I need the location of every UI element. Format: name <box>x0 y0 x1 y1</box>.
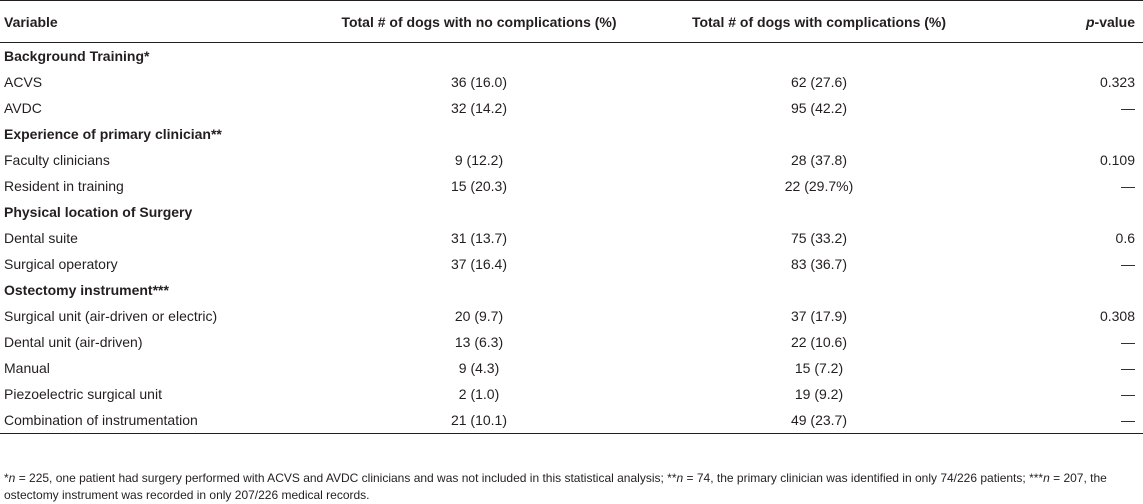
footnote-n-3: n <box>1043 471 1050 485</box>
cell-p-value: 0.6 <box>1115 230 1135 246</box>
cell-no-complications: 36 (16.0) <box>450 74 508 90</box>
cell-no-complications: 20 (9.7) <box>454 308 504 324</box>
table-row: Dental suite 31 (13.7) 75 (33.2) 0.6 <box>0 225 1143 251</box>
section-row: Experience of primary clinician** <box>0 121 1143 147</box>
cell-variable: ACVS <box>4 74 43 90</box>
section-row: Physical location of Surgery <box>0 199 1143 225</box>
cell-variable: Surgical unit (air-driven or electric) <box>4 308 218 324</box>
footnote-n-2: n <box>676 471 684 485</box>
table-row: Combination of instrumentation 21 (10.1)… <box>0 407 1143 434</box>
cell-no-complications: 31 (13.7) <box>450 230 508 246</box>
cell-complications: 22 (10.6) <box>790 334 848 350</box>
cell-complications: 62 (27.6) <box>790 74 848 90</box>
footnote-text-2: = 74, the primary clinician was identifi… <box>683 471 1030 485</box>
cell-complications: 15 (7.2) <box>794 360 844 376</box>
footnote-mark-2: ** <box>667 471 677 485</box>
cell-complications: 95 (42.2) <box>790 100 848 116</box>
table-footnote: *n = 225, one patient had surgery perfor… <box>4 470 1139 504</box>
cell-complications: 49 (23.7) <box>624 407 1014 434</box>
header-p-letter: p <box>1085 14 1095 30</box>
footnote-text-3: = 207, the ostectomy instrument was reco… <box>4 471 1107 502</box>
cell-p-value: 0.323 <box>1099 74 1135 90</box>
table-row: AVDC 32 (14.2) 95 (42.2) — <box>0 95 1143 121</box>
cell-no-complications: 21 (10.1) <box>334 407 624 434</box>
cell-p-value: — <box>1121 360 1135 376</box>
cell-variable: Piezoelectric surgical unit <box>4 386 162 402</box>
table-row: Surgical unit (air-driven or electric) 2… <box>0 303 1143 329</box>
complications-table: Variable Total # of dogs with no complic… <box>0 0 1143 434</box>
cell-complications: 83 (36.7) <box>790 256 848 272</box>
cell-no-complications: 2 (1.0) <box>458 386 500 402</box>
section-row: Ostectomy instrument*** <box>0 277 1143 303</box>
header-complications: Total # of dogs with complications (%) <box>624 0 1014 43</box>
cell-p-value: — <box>1121 256 1135 272</box>
cell-no-complications: 15 (20.3) <box>450 178 508 194</box>
cell-no-complications: 9 (4.3) <box>458 360 500 376</box>
cell-variable: Faculty clinicians <box>4 152 110 168</box>
cell-p-value: — <box>1121 334 1135 350</box>
footnote-mark-1: * <box>4 471 9 485</box>
cell-no-complications: 32 (14.2) <box>450 100 508 116</box>
cell-variable: Combination of instrumentation <box>0 407 334 434</box>
cell-complications: 22 (29.7%) <box>784 178 854 194</box>
cell-p-value: — <box>1014 407 1143 434</box>
header-no-complications: Total # of dogs with no complications (%… <box>334 0 624 43</box>
header-p-value: p-value <box>1014 0 1143 43</box>
cell-p-value: 0.308 <box>1099 308 1135 324</box>
section-title: Experience of primary clinician** <box>4 126 222 142</box>
table-row: ACVS 36 (16.0) 62 (27.6) 0.323 <box>0 69 1143 95</box>
section-title: Background Training* <box>4 48 150 64</box>
cell-p-value: — <box>1121 386 1135 402</box>
cell-no-complications: 13 (6.3) <box>454 334 504 350</box>
section-title: Physical location of Surgery <box>4 204 193 220</box>
cell-p-value: — <box>1121 178 1135 194</box>
cell-complications: 28 (37.8) <box>790 152 848 168</box>
table-row: Resident in training 15 (20.3) 22 (29.7%… <box>0 173 1143 199</box>
table-body: Background Training* ACVS 36 (16.0) 62 (… <box>0 43 1143 434</box>
header-p-suffix: -value <box>1094 14 1135 30</box>
section-row: Background Training* <box>0 43 1143 70</box>
section-title: Ostectomy instrument*** <box>4 282 169 298</box>
table-header-row: Variable Total # of dogs with no complic… <box>0 0 1143 43</box>
table-row: Manual 9 (4.3) 15 (7.2) — <box>0 355 1143 381</box>
footnote-n-1: n <box>8 471 16 485</box>
table-row: Dental unit (air-driven) 13 (6.3) 22 (10… <box>0 329 1143 355</box>
footnote-text-1: = 225, one patient had surgery performed… <box>15 471 668 485</box>
table-row: Surgical operatory 37 (16.4) 83 (36.7) — <box>0 251 1143 277</box>
cell-variable: Surgical operatory <box>4 256 118 272</box>
cell-no-complications: 9 (12.2) <box>454 152 504 168</box>
cell-complications: 75 (33.2) <box>790 230 848 246</box>
cell-complications: 37 (17.9) <box>790 308 848 324</box>
cell-variable: AVDC <box>4 100 42 116</box>
cell-p-value: 0.109 <box>1099 152 1135 168</box>
cell-variable: Resident in training <box>4 178 124 194</box>
cell-variable: Dental suite <box>4 230 78 246</box>
table-row: Faculty clinicians 9 (12.2) 28 (37.8) 0.… <box>0 147 1143 173</box>
table-row: Piezoelectric surgical unit 2 (1.0) 19 (… <box>0 381 1143 407</box>
header-variable: Variable <box>0 0 334 43</box>
cell-variable: Manual <box>4 360 50 376</box>
footnote-mark-3: *** <box>1029 471 1044 485</box>
cell-variable: Dental unit (air-driven) <box>4 334 143 350</box>
cell-p-value: — <box>1121 100 1135 116</box>
cell-no-complications: 37 (16.4) <box>450 256 508 272</box>
cell-complications: 19 (9.2) <box>794 386 844 402</box>
